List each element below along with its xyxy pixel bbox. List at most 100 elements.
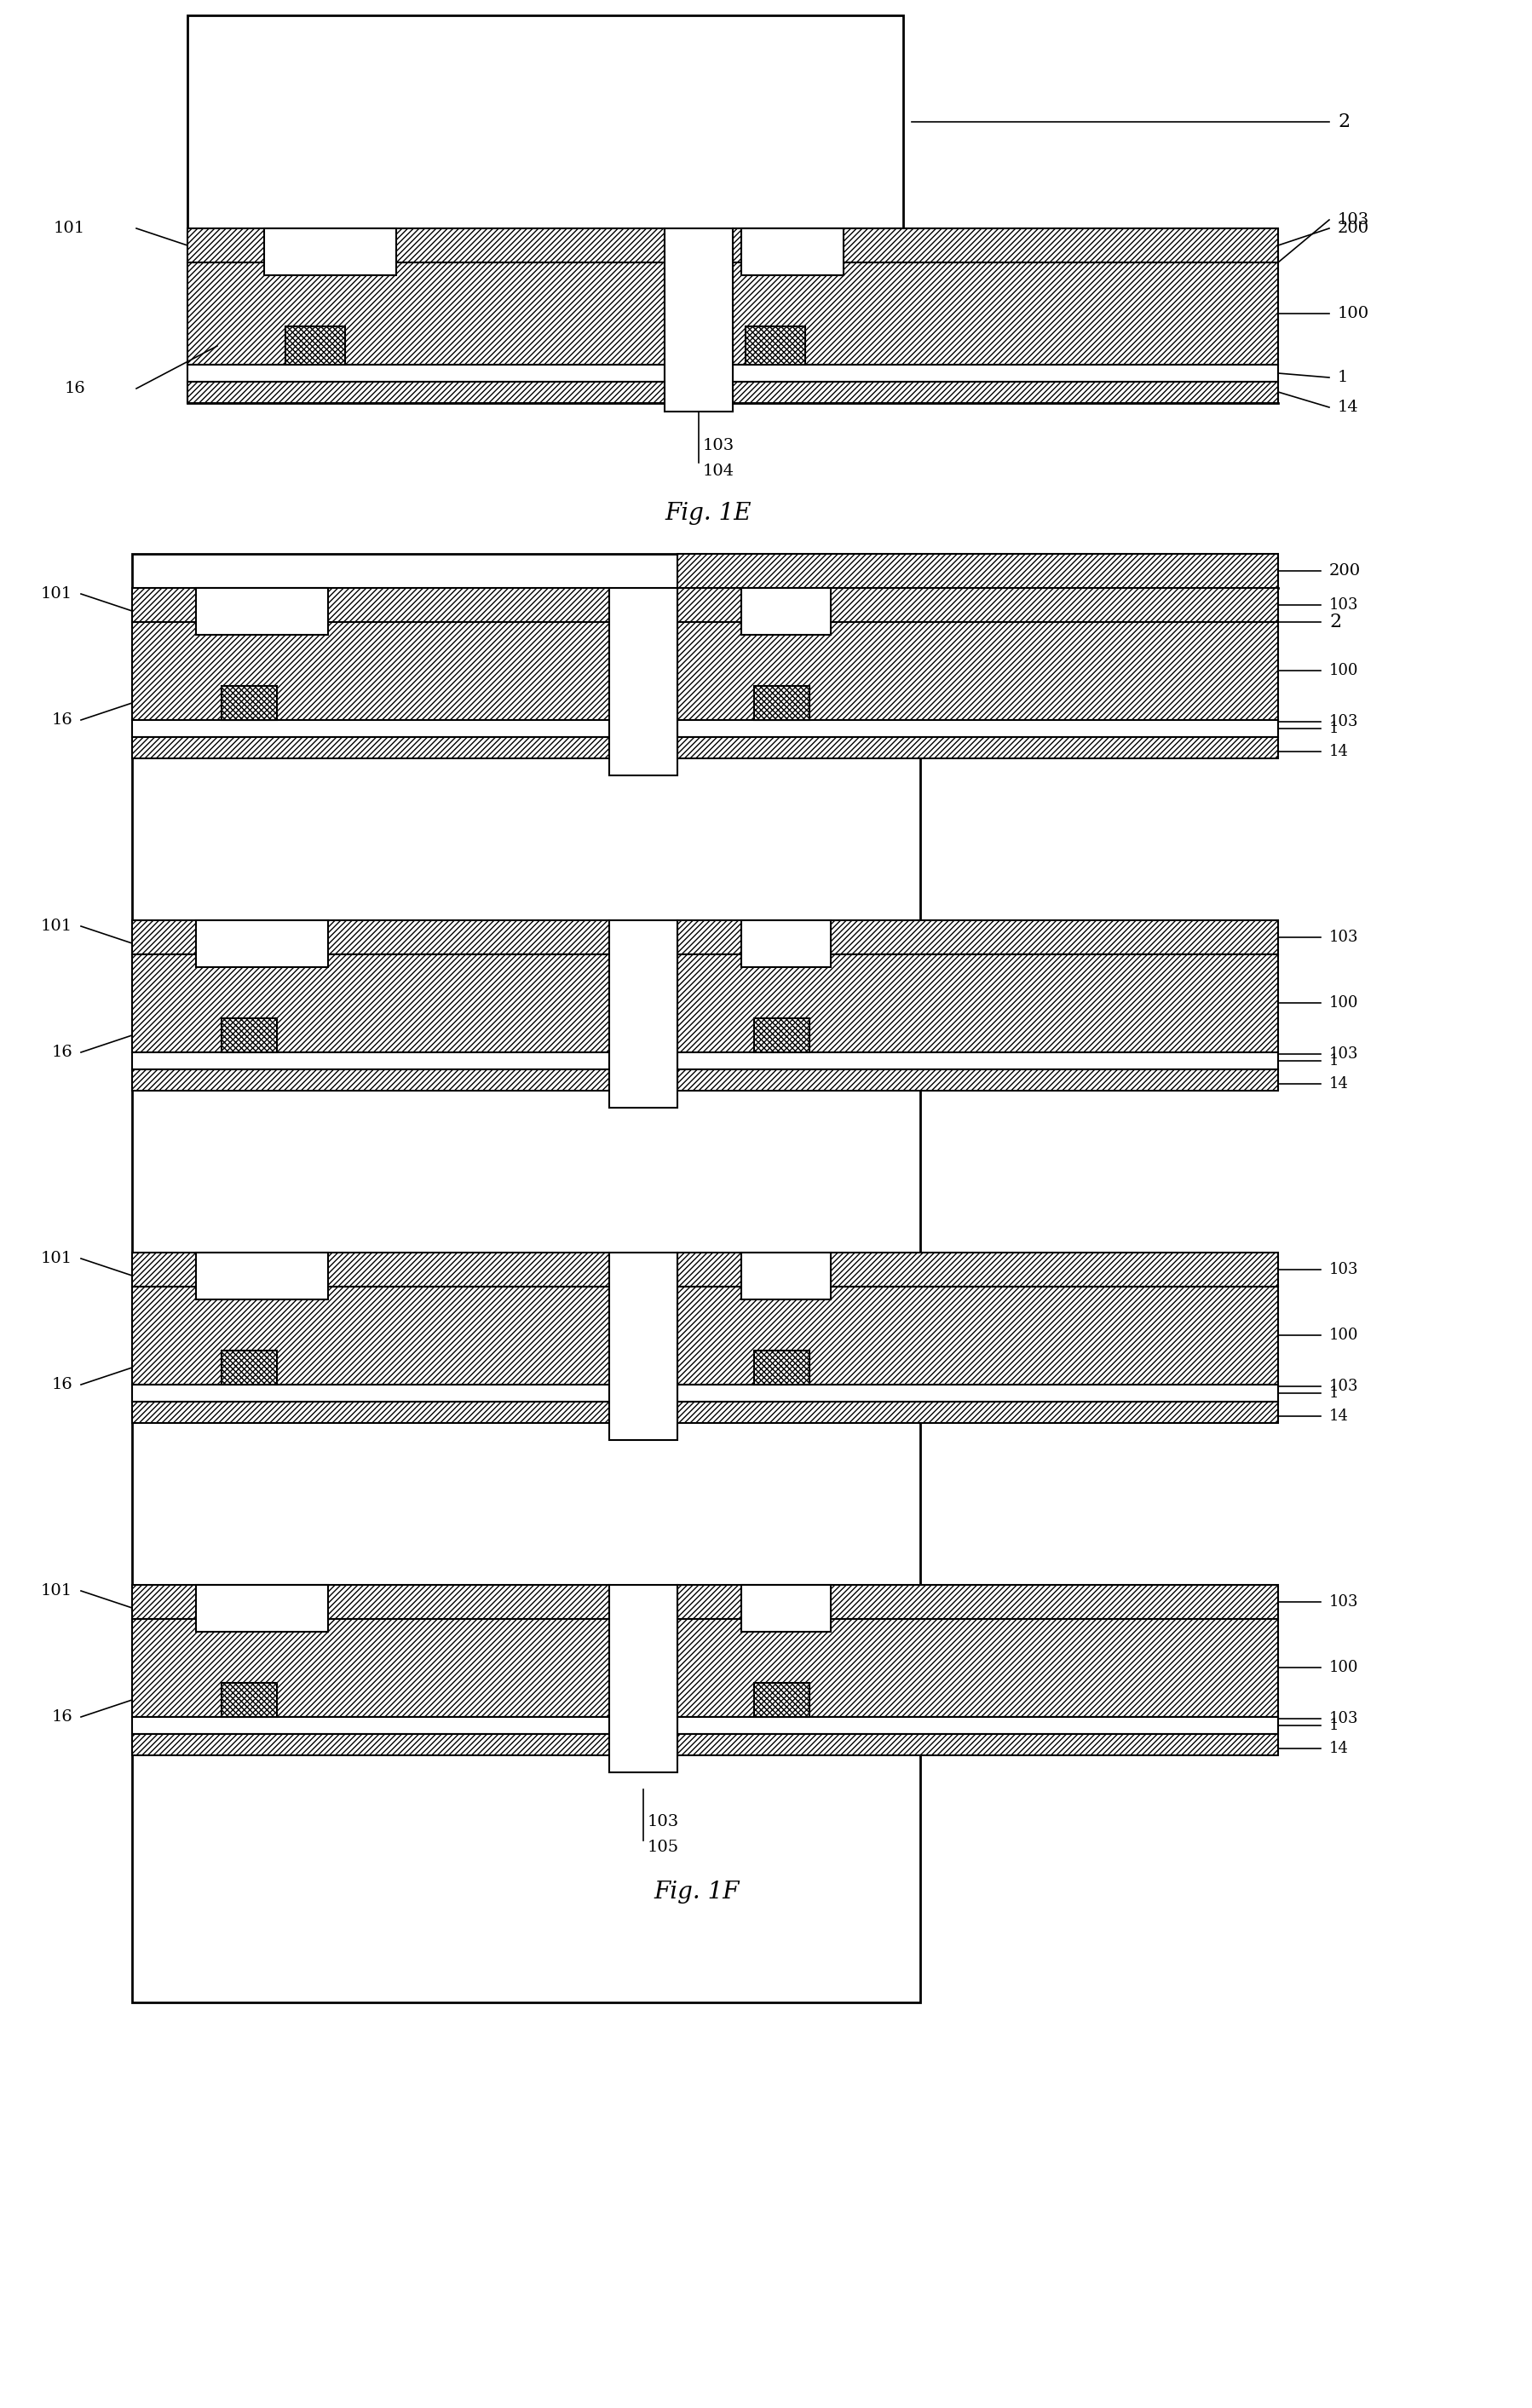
Bar [132,1584,608,1618]
Text: 14: 14 [1328,744,1348,759]
Bar [665,229,732,412]
Bar [741,1584,830,1633]
Bar [132,621,608,720]
Bar [741,229,843,275]
Text: 103: 103 [1328,1594,1357,1609]
Bar [741,588,830,636]
Bar [741,920,830,968]
Text: 1: 1 [1328,1717,1339,1734]
Text: 100: 100 [1328,1659,1357,1676]
Bar [732,262,1278,364]
Bar [264,229,395,275]
Bar [677,737,1278,759]
Bar [132,1069,608,1091]
Text: 14: 14 [1337,400,1357,414]
Text: 103: 103 [703,438,734,453]
Bar [677,1252,1278,1286]
Text: 101: 101 [54,222,86,236]
Bar [222,1683,277,1717]
Bar [132,1618,608,1717]
Text: 100: 100 [1328,1327,1357,1344]
Bar [677,1401,1278,1423]
Bar [732,229,1278,262]
Bar [677,1385,1278,1401]
Bar [187,364,665,383]
Bar [677,1286,1278,1385]
Text: 101: 101 [41,585,72,602]
Text: 2: 2 [1337,113,1350,130]
Bar [132,1052,608,1069]
Bar [677,720,1278,737]
Bar [732,383,1278,402]
Bar [677,1618,1278,1717]
Text: 1: 1 [1337,371,1348,385]
Text: 16: 16 [64,380,86,397]
Bar [732,229,928,262]
Text: 103: 103 [1328,715,1357,730]
Text: 16: 16 [51,1045,72,1060]
Text: 103: 103 [1328,1047,1357,1062]
Bar [187,262,665,364]
Text: 200: 200 [1328,563,1360,578]
Text: 103: 103 [1328,1380,1357,1394]
Bar [608,588,677,775]
Text: 16: 16 [51,713,72,727]
Bar [222,1351,277,1385]
Bar [187,229,665,262]
Bar [132,588,608,621]
Text: 1: 1 [1328,720,1339,737]
Bar [196,588,328,636]
Bar [677,954,1278,1052]
Bar [754,1683,809,1717]
Bar [677,1052,1278,1069]
Bar [196,920,328,968]
Bar [677,1734,1278,1755]
Text: 1: 1 [1328,1052,1339,1069]
Bar [608,1252,677,1440]
Text: 105: 105 [647,1840,679,1854]
Text: 100: 100 [1328,995,1357,1011]
Text: 200: 200 [1337,222,1368,236]
Text: 2: 2 [1328,612,1340,631]
Text: 104: 104 [703,462,734,479]
Bar [677,1717,1278,1734]
Bar [196,1252,328,1300]
Bar [187,383,665,402]
Text: 14: 14 [1328,1409,1348,1423]
Bar [677,1584,1278,1618]
Bar [132,920,608,954]
Text: 100: 100 [1337,306,1368,320]
Bar [132,1286,608,1385]
Text: 103: 103 [1328,1262,1357,1276]
Bar [754,1019,809,1052]
Bar [608,920,677,1108]
Bar [754,686,809,720]
Bar [677,588,1278,621]
Bar [132,737,608,759]
Bar [754,1351,809,1385]
Text: 101: 101 [41,917,72,934]
Text: 103: 103 [1328,929,1357,944]
Text: 103: 103 [1328,597,1357,612]
Bar [285,327,345,364]
Bar [222,686,277,720]
Bar [132,720,608,737]
Bar [732,364,1278,383]
Text: 100: 100 [1328,662,1357,679]
Text: 101: 101 [41,1582,72,1599]
Bar [677,554,1278,588]
Bar [132,1401,608,1423]
Bar [132,954,608,1052]
Text: Fig. 1F: Fig. 1F [653,1881,738,1902]
Bar [196,1584,328,1633]
Text: 101: 101 [41,1250,72,1267]
Text: 14: 14 [1328,1076,1348,1091]
Text: 16: 16 [51,1377,72,1392]
Text: Fig. 1E: Fig. 1E [665,503,751,525]
Text: 1: 1 [1328,1385,1339,1401]
Bar [741,1252,830,1300]
Text: 103: 103 [647,1813,679,1830]
Bar [677,920,1278,954]
Bar [677,621,1278,720]
Text: 103: 103 [1337,212,1368,226]
